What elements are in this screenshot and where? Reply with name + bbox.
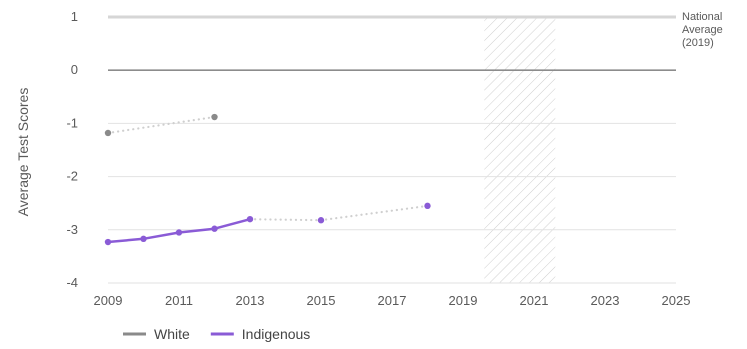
x-tick-label: 2009 — [94, 293, 123, 308]
national-average-label: National Average (2019) — [682, 11, 723, 49]
x-tick-label: 2021 — [520, 293, 549, 308]
national-average-label-line: (2019) — [682, 37, 714, 49]
indigenous-point — [140, 235, 147, 243]
indigenous-dotted-segment — [319, 204, 429, 222]
x-tick-label: 2013 — [236, 293, 265, 308]
legend-label-white: White — [154, 326, 190, 342]
y-tick-label: -2 — [66, 169, 78, 184]
indigenous-point — [211, 225, 218, 232]
indigenous-dotted-segment — [248, 218, 323, 222]
y-axis-label: Average Test Scores — [15, 88, 31, 217]
x-tick-label: 2023 — [591, 293, 620, 308]
y-tick-label: 1 — [71, 9, 78, 24]
white-point — [211, 113, 218, 121]
shaded-region — [484, 17, 556, 283]
white-point — [104, 129, 112, 137]
legend-label-indigenous: Indigenous — [242, 326, 311, 342]
x-tick-label: 2017 — [378, 293, 407, 308]
y-tick-label: -4 — [66, 275, 78, 290]
indigenous-point — [317, 217, 325, 224]
indigenous-point — [246, 215, 254, 223]
x-tick-label: 2011 — [165, 293, 193, 308]
x-tick-label: 2019 — [449, 293, 478, 308]
x-tick-label: 2025 — [662, 293, 691, 308]
x-tick-label: 2015 — [307, 293, 336, 308]
indigenous-point — [175, 229, 183, 236]
national-average-label-line: Average — [682, 24, 723, 36]
white-dotted-segment — [106, 115, 216, 135]
indigenous-point — [424, 202, 431, 210]
national-average-label-line: National — [682, 11, 722, 23]
y-tick-label: -1 — [66, 115, 78, 130]
y-tick-label: -3 — [66, 222, 78, 237]
legend: White Indigenous — [123, 326, 310, 342]
y-tick-label: 0 — [71, 62, 78, 77]
indigenous-point — [104, 238, 112, 246]
